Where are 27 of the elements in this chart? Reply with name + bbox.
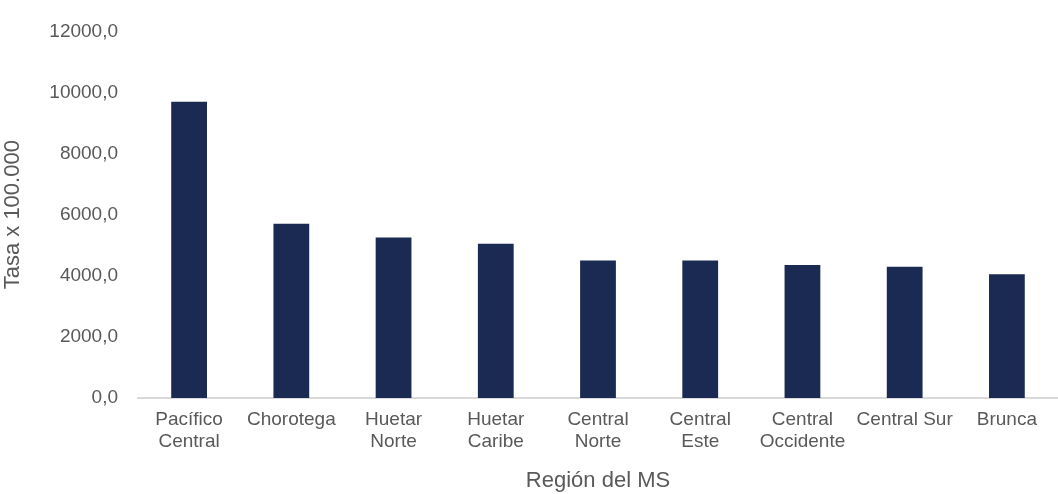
x-tick-label: Central Norte	[567, 407, 629, 452]
y-tick-label: 4000,0	[59, 264, 118, 286]
x-axis-title: Región del MS	[525, 466, 671, 492]
x-tick-label: Huetar Norte	[365, 407, 423, 452]
bar	[989, 274, 1025, 398]
y-tick-label: 6000,0	[59, 202, 118, 224]
x-tick-label: Huetar Caribe	[467, 407, 525, 452]
y-tick-label: 0,0	[91, 386, 118, 408]
bar	[784, 265, 821, 398]
x-tick-label: Pacífico Central	[155, 407, 223, 452]
x-tick-label: Central Este	[669, 407, 731, 452]
bar	[273, 223, 310, 398]
bar	[682, 260, 719, 398]
y-tick-label: 8000,0	[59, 141, 118, 163]
y-tick-label: 2000,0	[59, 325, 118, 347]
x-tick-label: Chorotega	[246, 407, 337, 429]
y-tick-label: 10000,0	[49, 80, 118, 102]
x-tick-label: Brunca	[976, 407, 1038, 429]
bar	[375, 237, 412, 398]
x-tick-label: Central Occidente	[759, 407, 846, 452]
x-tick-label: Central Sur	[856, 407, 954, 429]
bar	[580, 260, 616, 398]
y-axis-title: Tasa x 100.000	[0, 140, 25, 290]
y-tick-label: 12000,0	[49, 19, 118, 41]
bar	[886, 266, 923, 398]
bar	[171, 101, 207, 398]
bar	[477, 243, 514, 398]
